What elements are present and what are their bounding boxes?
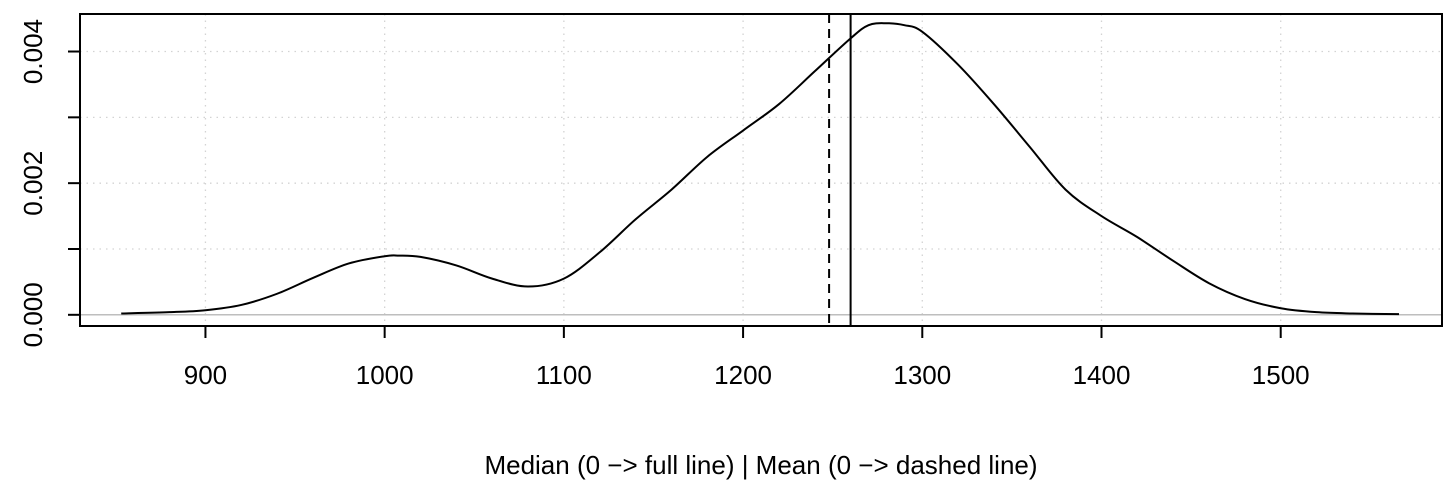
x-axis-title: Median (0 −> full line) | Mean (0 −> das… xyxy=(484,450,1037,480)
x-tick-label: 1300 xyxy=(893,360,951,390)
x-tick-label: 900 xyxy=(184,360,227,390)
y-axis: 0.000 0.002 0.004 xyxy=(18,19,80,347)
y-tick-label: 0.000 xyxy=(18,282,48,347)
vline-layer xyxy=(828,14,852,326)
x-tick-label: 1200 xyxy=(714,360,772,390)
x-tick-label: 1500 xyxy=(1252,360,1310,390)
grid-layer xyxy=(80,14,1442,326)
y-tick-label: 0.002 xyxy=(18,151,48,216)
x-tick-label: 1400 xyxy=(1073,360,1131,390)
plot-frame xyxy=(79,13,1443,327)
curve-layer xyxy=(121,22,1400,316)
y-tick-label: 0.004 xyxy=(18,19,48,84)
density-curve xyxy=(121,22,1400,316)
x-tick-label: 1000 xyxy=(356,360,414,390)
x-tick-label: 1100 xyxy=(536,360,592,390)
x-axis: 900 1000 1100 1200 1300 1400 1500 xyxy=(184,326,1310,390)
